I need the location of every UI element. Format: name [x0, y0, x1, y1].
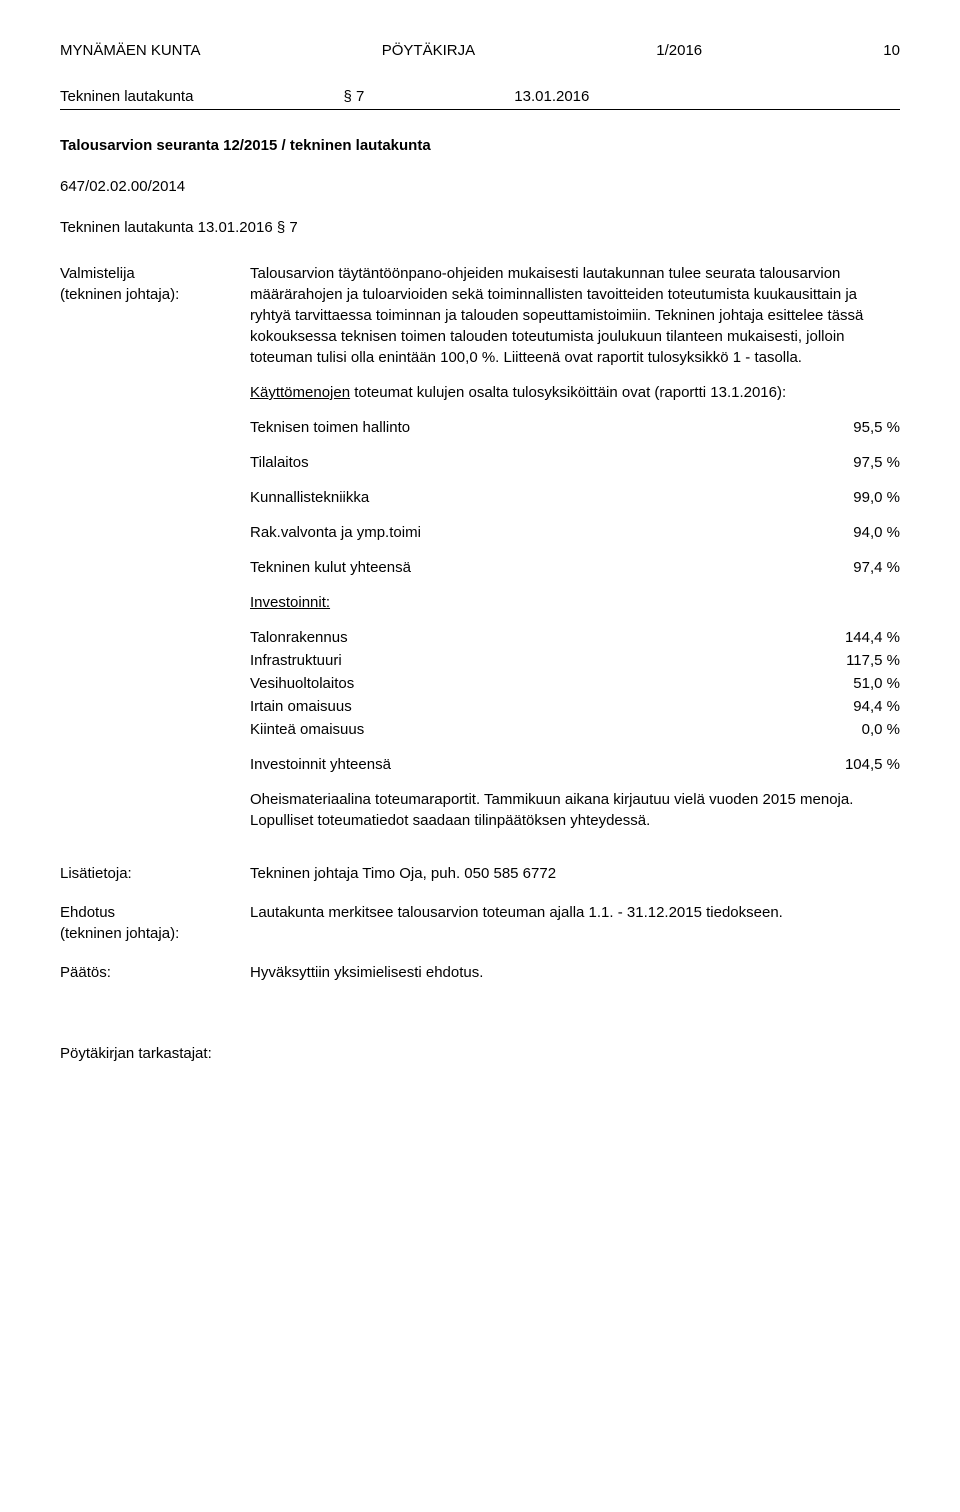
table-row: Talonrakennus 144,4 %	[250, 627, 900, 648]
section-num: § 7	[343, 86, 364, 107]
org-name: MYNÄMÄEN KUNTA	[60, 40, 201, 61]
row-value: 104,5 %	[845, 754, 900, 775]
proposal-text: Lautakunta merkitsee talousarvion toteum…	[250, 902, 900, 944]
row-value: 117,5 %	[846, 650, 900, 671]
preparer-para-1: Talousarvion täytäntöönpano-ohjeiden muk…	[250, 263, 900, 368]
table-row: Kiinteä omaisuus 0,0 %	[250, 719, 900, 740]
table-row: Teknisen toimen hallinto 95,5 %	[250, 417, 900, 438]
table-row: Kunnallistekniikka 99,0 %	[250, 487, 900, 508]
footer: Pöytäkirjan tarkastajat:	[60, 1043, 900, 1064]
meeting-reference: Tekninen lautakunta 13.01.2016 § 7	[60, 217, 900, 238]
row-label: Tilalaitos	[250, 452, 309, 473]
row-value: 99,0 %	[853, 487, 900, 508]
page-header: MYNÄMÄEN KUNTA PÖYTÄKIRJA 1/2016 10	[60, 40, 900, 61]
preparer-para-2: Käyttömenojen toteumat kulujen osalta tu…	[250, 382, 900, 403]
row-value: 144,4 %	[845, 627, 900, 648]
agenda-title: Talousarvion seuranta 12/2015 / tekninen…	[60, 135, 900, 156]
row-label: Teknisen toimen hallinto	[250, 417, 410, 438]
reference-number: 647/02.02.00/2014	[60, 176, 900, 197]
doc-num: 1/2016	[656, 40, 702, 61]
row-label: Infrastruktuuri	[250, 650, 342, 671]
row-label: Kunnallistekniikka	[250, 487, 369, 508]
meeting-date: 13.01.2016	[514, 86, 589, 107]
decision-text: Hyväksyttiin yksimielisesti ehdotus.	[250, 962, 900, 983]
operating-table: Teknisen toimen hallinto 95,5 % Tilalait…	[250, 417, 900, 578]
table-row: Rak.valvonta ja ymp.toimi 94,0 %	[250, 522, 900, 543]
table-row: Infrastruktuuri 117,5 %	[250, 650, 900, 671]
preparer-label: Valmistelija (tekninen johtaja):	[60, 263, 230, 845]
preparer-label-2: (tekninen johtaja):	[60, 284, 230, 305]
row-value: 95,5 %	[853, 417, 900, 438]
moreinfo-label: Lisätietoja:	[60, 863, 230, 884]
row-value: 97,4 %	[853, 557, 900, 578]
para2-rest: toteumat kulujen osalta tulosyksiköittäi…	[350, 384, 786, 401]
proposal-label-1: Ehdotus	[60, 902, 230, 923]
row-value: 51,0 %	[853, 673, 900, 694]
row-label: Talonrakennus	[250, 627, 348, 648]
investments-heading: Investoinnit:	[250, 592, 900, 613]
row-value: 97,5 %	[853, 452, 900, 473]
table-row: Tekninen kulut yhteensä 97,4 %	[250, 557, 900, 578]
row-value: 94,0 %	[853, 522, 900, 543]
decision-block: Päätös: Hyväksyttiin yksimielisesti ehdo…	[60, 962, 900, 983]
table-row: Vesihuoltolaitos 51,0 %	[250, 673, 900, 694]
row-label: Vesihuoltolaitos	[250, 673, 354, 694]
row-label: Tekninen kulut yhteensä	[250, 557, 411, 578]
decision-label: Päätös:	[60, 962, 230, 983]
proposal-block: Ehdotus (tekninen johtaja): Lautakunta m…	[60, 902, 900, 944]
row-value: 0,0 %	[862, 719, 900, 740]
preparer-block: Valmistelija (tekninen johtaja): Talousa…	[60, 263, 900, 845]
attachment-note: Oheismateriaalina toteumaraportit. Tammi…	[250, 789, 900, 831]
moreinfo-block: Lisätietoja: Tekninen johtaja Timo Oja, …	[60, 863, 900, 884]
proposal-label-2: (tekninen johtaja):	[60, 923, 230, 944]
row-value: 94,4 %	[853, 696, 900, 717]
proposal-label: Ehdotus (tekninen johtaja):	[60, 902, 230, 944]
investments-total-row: Investoinnit yhteensä 104,5 %	[250, 754, 900, 775]
investments-table: Talonrakennus 144,4 % Infrastruktuuri 11…	[250, 627, 900, 775]
moreinfo-text: Tekninen johtaja Timo Oja, puh. 050 585 …	[250, 863, 900, 884]
sub-header: Tekninen lautakunta § 7 13.01.2016	[60, 86, 900, 110]
board-name: Tekninen lautakunta	[60, 86, 193, 107]
row-label: Investoinnit yhteensä	[250, 754, 391, 775]
table-row: Irtain omaisuus 94,4 %	[250, 696, 900, 717]
row-label: Rak.valvonta ja ymp.toimi	[250, 522, 421, 543]
preparer-label-1: Valmistelija	[60, 263, 230, 284]
doc-type: PÖYTÄKIRJA	[382, 40, 475, 61]
row-label: Irtain omaisuus	[250, 696, 352, 717]
row-label: Kiinteä omaisuus	[250, 719, 364, 740]
preparer-content: Talousarvion täytäntöönpano-ohjeiden muk…	[250, 263, 900, 845]
page-num: 10	[883, 40, 900, 61]
underline-text: Käyttömenojen	[250, 384, 350, 401]
table-row: Tilalaitos 97,5 %	[250, 452, 900, 473]
